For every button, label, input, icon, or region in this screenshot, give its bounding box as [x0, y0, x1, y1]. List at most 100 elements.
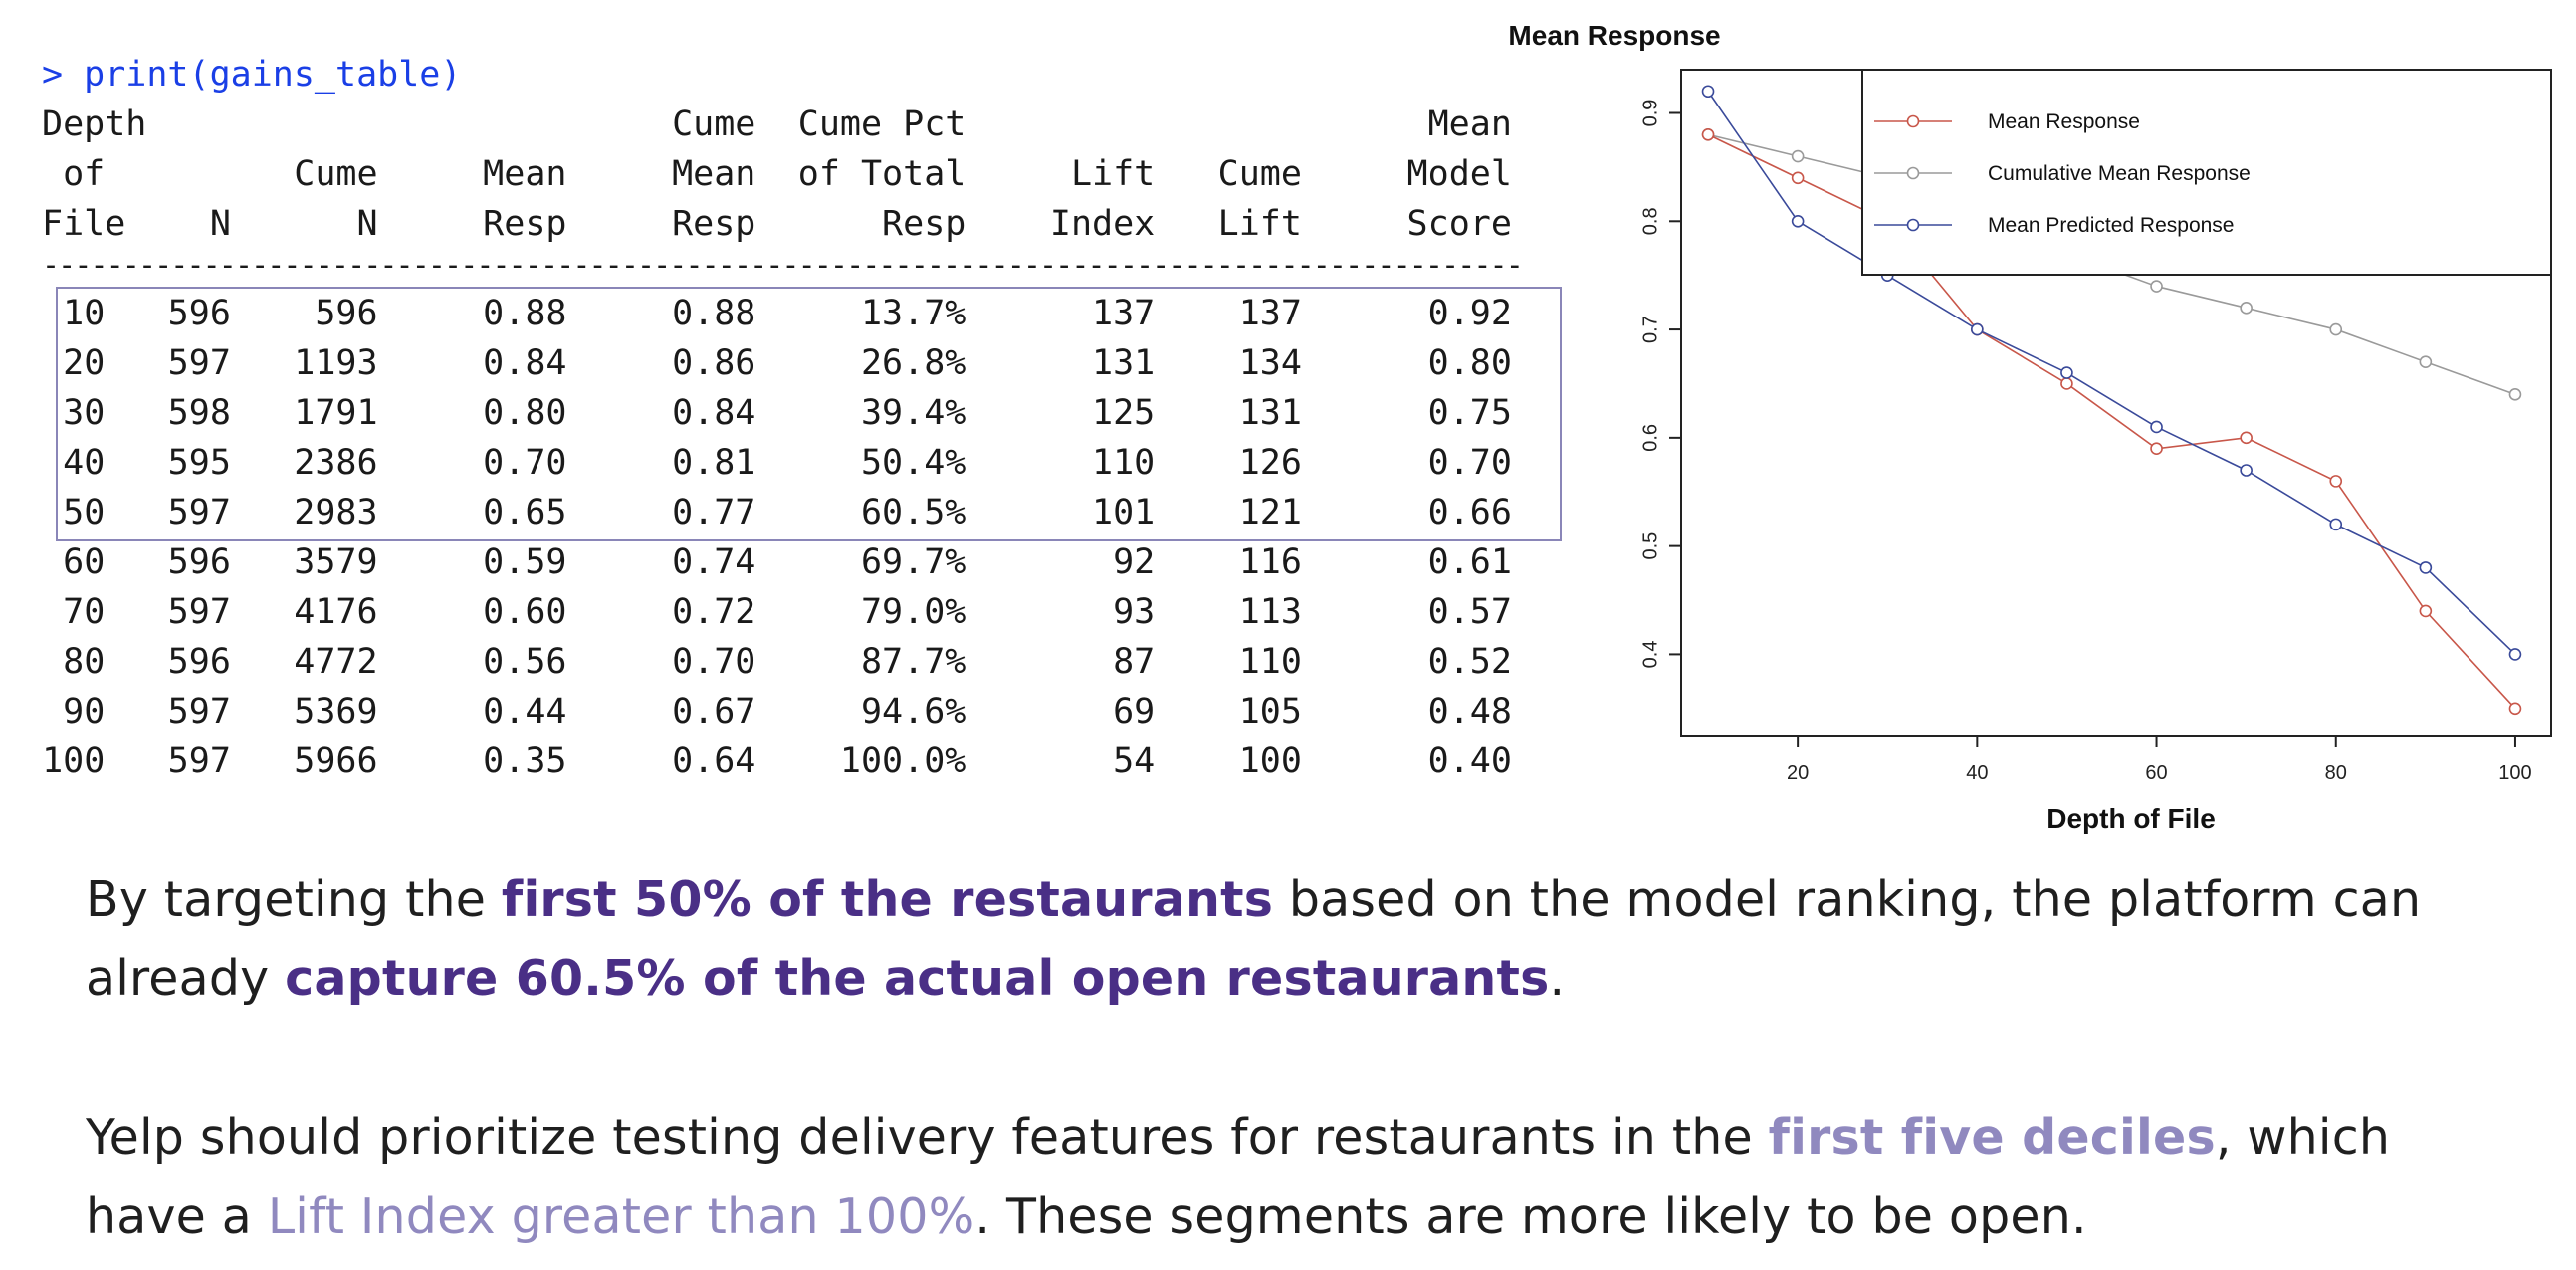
- table-cell: 0.77: [672, 493, 756, 532]
- table-cell: 0.64: [672, 741, 756, 781]
- series-2-point: [2508, 648, 2522, 661]
- table-cell: 0.52: [1427, 642, 1512, 682]
- table-cell: 92: [1113, 542, 1156, 582]
- series-2-point: [2329, 518, 2343, 531]
- p1-text-e: .: [1549, 951, 1566, 1007]
- table-cell: 126: [1238, 443, 1302, 483]
- table-cell: 69.7%: [860, 542, 966, 582]
- table-cell: 113: [1238, 592, 1302, 632]
- table-cell: 93: [1113, 592, 1156, 632]
- table-cell: 4176: [294, 592, 378, 632]
- p2-highlight-deciles: first five deciles: [1768, 1109, 2216, 1165]
- table-cell: 70: [63, 592, 106, 632]
- header-cell: Resp: [483, 204, 567, 244]
- series-2-point: [1701, 85, 1715, 99]
- table-cell: 0.70: [1427, 443, 1512, 483]
- table-cell: 137: [1092, 294, 1156, 333]
- table-cell: 0.40: [1427, 741, 1512, 781]
- y-tick-label: 0.4: [1639, 641, 1661, 669]
- insight-paragraph-2: Yelp should prioritize testing delivery …: [86, 1098, 2514, 1257]
- table-separator: ----------------------------------------…: [42, 248, 1524, 283]
- table-cell: 105: [1238, 692, 1302, 732]
- table-cell: 13.7%: [860, 294, 966, 333]
- table-row: 100 597 5966 0.35 0.64 100.0% 54 100 0.40: [42, 737, 1522, 786]
- legend-entry-label: Mean Response: [1988, 110, 2140, 133]
- table-cell: 110: [1092, 443, 1156, 483]
- table-cell: 595: [167, 443, 231, 483]
- p2-text-a: Yelp should prioritize testing delivery …: [86, 1109, 1769, 1165]
- table-cell: 0.48: [1427, 692, 1512, 732]
- header-cell: Cume Pct: [797, 105, 966, 144]
- x-axis: 20 40 60 80 100: [1787, 736, 2532, 784]
- x-axis-label: Depth of File: [2046, 803, 2216, 834]
- y-tick-label: 0.5: [1639, 532, 1661, 560]
- series-2-point: [2240, 464, 2253, 477]
- table-cell: 0.72: [672, 592, 756, 632]
- series-0-point: [2508, 702, 2522, 716]
- table-cell: 597: [167, 592, 231, 632]
- table-cell: 0.84: [672, 393, 756, 433]
- table-cell: 125: [1092, 393, 1156, 433]
- table-row: 80 596 4772 0.56 0.70 87.7% 87 110 0.52: [42, 637, 1522, 687]
- header-cell: of: [42, 154, 106, 194]
- header-cell: Resp: [672, 204, 756, 244]
- gains-table-console: > print(gains_table) Depth Cume Cume Pct Mea…: [42, 50, 1524, 786]
- header-cell: File: [42, 204, 126, 244]
- table-cell: 0.92: [1427, 294, 1512, 333]
- table-cell: 0.59: [483, 542, 567, 582]
- table-cell: 79.0%: [860, 592, 966, 632]
- table-cell: 5369: [294, 692, 378, 732]
- table-cell: 60.5%: [860, 493, 966, 532]
- series-0-point: [2240, 431, 2253, 445]
- legend-entry-label: Cumulative Mean Response: [1988, 162, 2251, 185]
- table-cell: 121: [1238, 493, 1302, 532]
- legend-swatch-marker: [1906, 218, 1920, 232]
- table-cell: 1193: [294, 343, 378, 383]
- series-1-point: [2150, 280, 2163, 293]
- y-axis: 0.4 0.5 0.6 0.7 0.8 0.9: [1639, 100, 1681, 669]
- series-0-point: [2150, 442, 2163, 456]
- table-row: 70 597 4176 0.60 0.72 79.0% 93 113 0.57: [42, 587, 1522, 637]
- table-cell: 90: [63, 692, 106, 732]
- y-tick-label: 0.9: [1639, 100, 1661, 127]
- table-cell: 54: [1113, 741, 1156, 781]
- table-row: 30 598 1791 0.80 0.84 39.4% 125 131 0.75: [42, 388, 1522, 438]
- console-command: > print(gains_table): [42, 55, 462, 95]
- series-1-point: [2508, 388, 2522, 401]
- table-cell: 0.56: [483, 642, 567, 682]
- insight-paragraph-1: By targeting the first 50% of the restau…: [86, 860, 2514, 1019]
- table-cell: 0.81: [672, 443, 756, 483]
- table-cell: 50: [63, 493, 106, 532]
- y-tick-label: 0.6: [1639, 424, 1661, 452]
- series-1-point: [2240, 302, 2253, 315]
- table-cell: 596: [167, 542, 231, 582]
- table-cell: 60: [63, 542, 106, 582]
- table-cell: 598: [167, 393, 231, 433]
- table-cell: 0.88: [483, 294, 567, 333]
- table-cell: 87: [1113, 642, 1156, 682]
- table-cell: 0.57: [1427, 592, 1512, 632]
- table-header-row: File N N Resp Resp Resp Index Lift Score: [42, 199, 1522, 249]
- header-cell: N: [356, 204, 378, 244]
- table-row: 60 596 3579 0.59 0.74 69.7% 92 116 0.61: [42, 537, 1522, 587]
- table-cell: 3579: [294, 542, 378, 582]
- header-cell: Cume: [672, 105, 756, 144]
- top-five-deciles-highlight-box: [56, 287, 1562, 541]
- table-cell: 0.66: [1427, 493, 1512, 532]
- series-2-point: [2060, 366, 2073, 379]
- table-cell: 0.75: [1427, 393, 1512, 433]
- table-cell: 50.4%: [860, 443, 966, 483]
- table-cell: 0.61: [1427, 542, 1512, 582]
- table-cell: 597: [167, 493, 231, 532]
- legend-swatch-marker: [1906, 114, 1920, 128]
- x-tick-label: 80: [2325, 762, 2347, 784]
- header-cell: Mean: [483, 154, 567, 194]
- table-cell: 0.44: [483, 692, 567, 732]
- table-cell: 0.84: [483, 343, 567, 383]
- table-cell: 596: [167, 294, 231, 333]
- p1-text-c: based on the model ranking, the platform…: [86, 871, 2422, 1007]
- table-cell: 0.35: [483, 741, 567, 781]
- header-cell: Score: [1406, 204, 1512, 244]
- x-tick-label: 60: [2145, 762, 2167, 784]
- header-cell: Mean: [1427, 105, 1512, 144]
